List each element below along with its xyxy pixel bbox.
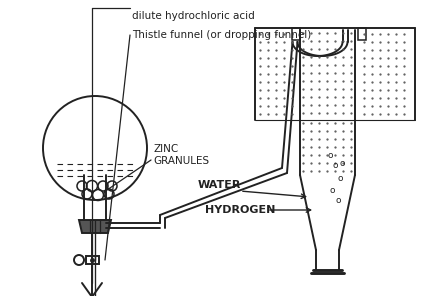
Bar [86,256,99,264]
Text: o: o [332,160,338,170]
Polygon shape [79,220,111,233]
Text: Thistle funnel (or dropping funnel): Thistle funnel (or dropping funnel) [132,30,311,40]
Text: o: o [337,173,343,183]
Text: ZINC
GRANULES: ZINC GRANULES [153,144,209,166]
Text: HYDROGEN: HYDROGEN [205,205,275,215]
Text: o: o [329,186,335,194]
Text: dilute hydrochloric acid: dilute hydrochloric acid [132,11,255,21]
Text: o: o [335,195,341,205]
Text: o: o [327,150,333,160]
Bar [292,28,300,40]
Bar [358,28,366,40]
Text: o: o [339,158,345,168]
Text: WATER: WATER [198,180,241,190]
